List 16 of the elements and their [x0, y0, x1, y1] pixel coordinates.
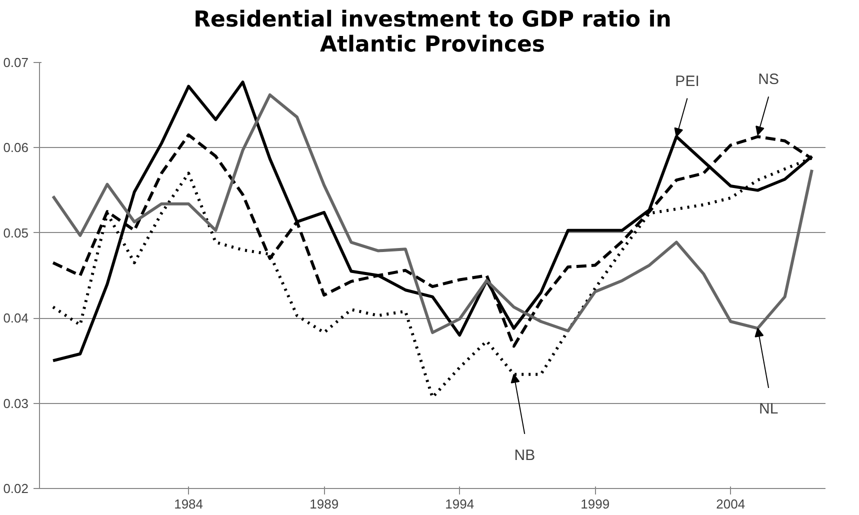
y-tick-label: 0.03 — [3, 396, 29, 411]
x-tick-label: 1999 — [580, 496, 610, 512]
chart-title: Residential investment to GDP ratio in Atlantic Provinces — [194, 8, 672, 58]
x-tick-label: 1994 — [445, 496, 474, 512]
y-tick-label: 0.04 — [3, 310, 29, 326]
annotation: PEI — [675, 72, 700, 90]
x-tick-label: 1984 — [174, 496, 204, 512]
annotation: NL — [758, 400, 778, 418]
y-tick-label: 0.05 — [3, 225, 29, 240]
x-tick-label: 2004 — [716, 496, 746, 512]
x-tick-label: 1989 — [310, 496, 339, 512]
y-tick-label: 0.06 — [3, 140, 29, 156]
y-tick-label: 0.02 — [3, 481, 29, 496]
annotation: NB — [514, 446, 536, 464]
y-tick-label: 0.07 — [3, 55, 29, 70]
annotation: NS — [758, 71, 780, 88]
